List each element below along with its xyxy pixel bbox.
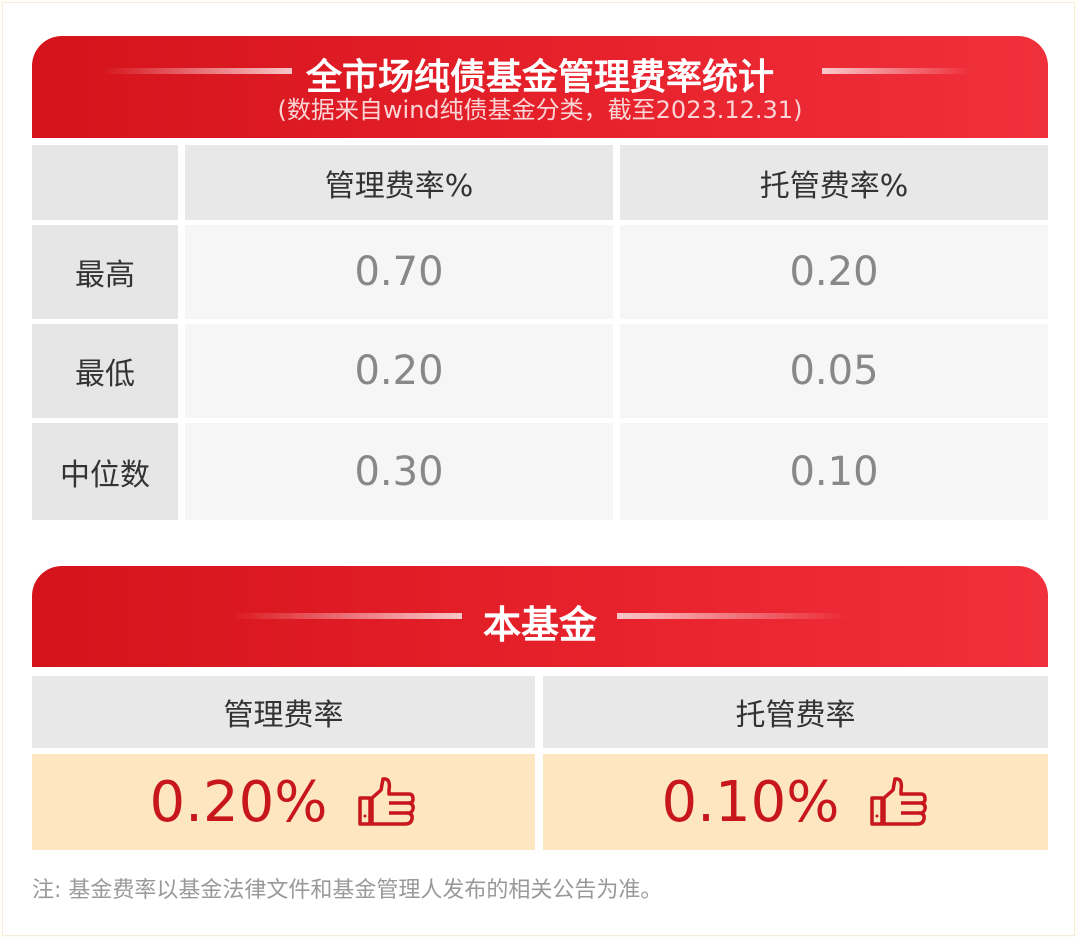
value-text: 0.20% (149, 769, 328, 835)
header-custody: 托管费率% (620, 145, 1048, 220)
thumbs-up-icon (358, 777, 416, 826)
header-management: 管理费率% (185, 145, 613, 220)
fund-title: 本基金 (482, 603, 597, 647)
thumbs-up-icon (870, 777, 928, 826)
market-subtitle: (数据来自wind纯债基金分类，截至2023.12.31) (277, 96, 803, 124)
fund-header-management: 管理费率 (32, 676, 535, 748)
value-cell: 0.20 (185, 324, 613, 418)
value-cell: 0.05 (620, 324, 1048, 418)
fund-management-value: 0.20% (32, 754, 535, 850)
fund-header: 本基金 (32, 566, 1048, 667)
fund-custody-value: 0.10% (543, 754, 1048, 850)
disclaimer-note: 注: 基金费率以基金法律文件和基金管理人发布的相关公告为准。 (32, 878, 663, 903)
value-text: 0.10% (661, 769, 840, 835)
market-header: 全市场纯债基金管理费率统计 (数据来自wind纯债基金分类，截至2023.12.… (32, 36, 1048, 138)
header-blank (32, 145, 178, 220)
decor-line (617, 613, 847, 619)
decor-line (102, 68, 292, 74)
value-cell: 0.70 (185, 225, 613, 319)
decor-line (232, 613, 462, 619)
decor-line (822, 68, 972, 74)
fund-header-custody: 托管费率 (543, 676, 1048, 748)
row-label: 最低 (32, 324, 178, 418)
row-label: 最高 (32, 225, 178, 319)
value-cell: 0.10 (620, 423, 1048, 520)
market-title: 全市场纯债基金管理费率统计 (305, 57, 774, 98)
value-cell: 0.30 (185, 423, 613, 520)
row-label: 中位数 (32, 423, 178, 520)
value-cell: 0.20 (620, 225, 1048, 319)
